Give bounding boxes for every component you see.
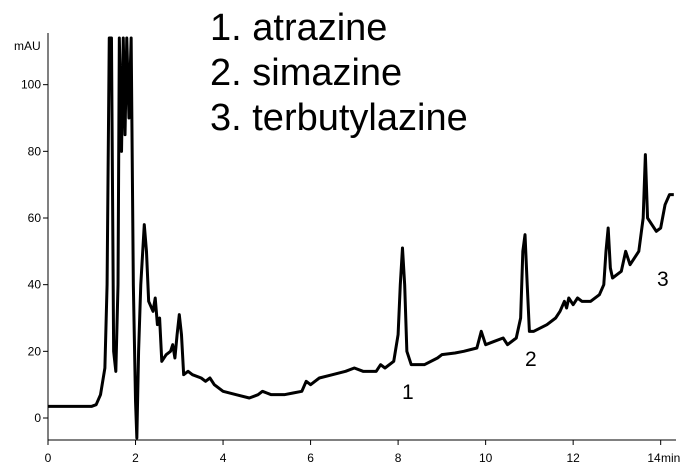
peak-label: 3 [657,268,669,291]
trace [48,36,674,440]
annotation: 2. simazine [210,52,402,94]
y-tick-label: 20 [28,344,42,358]
peak-label: 1 [402,381,414,404]
annotation: 1. atrazine [210,7,387,49]
x-tick-label: 4 [220,451,227,465]
x-axis-label: min [661,451,680,465]
annotation: 3. terbutylazine [210,97,468,139]
x-tick-label: 2 [132,451,139,465]
y-tick-label: 60 [28,211,42,225]
y-tick-label: 100 [21,78,41,92]
y-axis-label: mAU [14,39,41,53]
y-tick-label: 40 [28,278,42,292]
x-tick-label: 0 [45,451,52,465]
x-tick-label: 12 [566,451,580,465]
y-tick-label: 0 [34,411,41,425]
x-tick-label: 8 [395,451,402,465]
x-tick-label: 14 [647,451,661,465]
x-tick-label: 10 [479,451,493,465]
y-tick-label: 80 [28,144,42,158]
peak-label: 2 [525,348,537,371]
x-tick-label: 6 [307,451,314,465]
